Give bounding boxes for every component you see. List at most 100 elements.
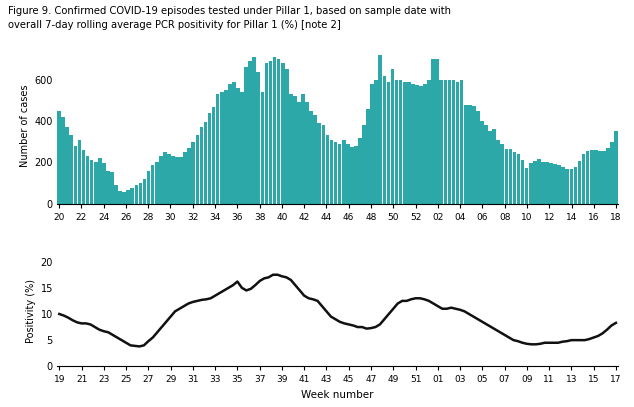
Bar <box>488 131 492 204</box>
Bar <box>566 169 569 204</box>
Bar <box>134 185 138 204</box>
Bar <box>94 162 98 204</box>
Bar <box>521 160 524 204</box>
Y-axis label: Number of cases: Number of cases <box>20 85 30 167</box>
Bar <box>146 171 150 204</box>
Bar <box>366 109 370 204</box>
Bar <box>411 84 415 204</box>
Bar <box>451 80 455 204</box>
Bar <box>472 105 476 204</box>
Bar <box>285 70 288 204</box>
Bar <box>313 115 317 204</box>
Bar <box>139 183 142 204</box>
Bar <box>500 144 504 204</box>
Bar <box>557 165 561 204</box>
Bar <box>289 94 293 204</box>
Bar <box>480 121 484 204</box>
Bar <box>200 127 204 204</box>
Bar <box>545 162 549 204</box>
Bar <box>183 152 187 204</box>
Bar <box>468 105 472 204</box>
Bar <box>326 136 329 204</box>
Bar <box>232 82 236 204</box>
Bar <box>110 171 113 204</box>
Bar <box>208 113 211 204</box>
Bar <box>82 150 86 204</box>
Bar <box>102 163 106 204</box>
Bar <box>167 154 171 204</box>
Bar <box>273 57 276 204</box>
Bar <box>338 144 342 204</box>
Bar <box>578 161 581 204</box>
Bar <box>582 154 585 204</box>
Bar <box>143 179 146 204</box>
Bar <box>306 103 309 204</box>
Bar <box>541 162 545 204</box>
Bar <box>574 167 578 204</box>
Bar <box>448 80 451 204</box>
Bar <box>553 164 557 204</box>
Bar <box>419 86 423 204</box>
Bar <box>264 63 268 204</box>
Bar <box>350 147 354 204</box>
Bar <box>204 122 207 204</box>
Bar <box>131 188 134 204</box>
Bar <box>236 88 240 204</box>
Text: Figure 9. Confirmed COVID-19 episodes tested under Pillar 1, based on sample dat: Figure 9. Confirmed COVID-19 episodes te… <box>8 6 451 30</box>
Bar <box>90 160 93 204</box>
Bar <box>403 82 406 204</box>
Bar <box>122 192 126 204</box>
Bar <box>293 96 297 204</box>
Bar <box>610 142 614 204</box>
Bar <box>191 142 195 204</box>
Bar <box>342 140 346 204</box>
Bar <box>415 85 418 204</box>
Bar <box>269 61 273 204</box>
Bar <box>212 107 216 204</box>
Bar <box>301 94 305 204</box>
Bar <box>309 111 313 204</box>
Bar <box>370 84 374 204</box>
Bar <box>257 72 260 204</box>
Bar <box>362 125 366 204</box>
Bar <box>119 191 122 204</box>
Bar <box>378 55 382 204</box>
Bar <box>382 76 386 204</box>
Bar <box>86 156 89 204</box>
Bar <box>517 154 521 204</box>
Bar <box>375 80 378 204</box>
Bar <box>439 80 443 204</box>
Bar <box>330 140 333 204</box>
Bar <box>399 80 403 204</box>
Bar <box>244 68 248 204</box>
Bar <box>598 151 602 204</box>
Bar <box>65 127 69 204</box>
Bar <box>224 90 228 204</box>
Bar <box>508 149 512 204</box>
Bar <box>476 111 480 204</box>
Bar <box>358 138 362 204</box>
Bar <box>444 80 447 204</box>
Bar <box>126 190 130 204</box>
Bar <box>436 59 439 203</box>
Bar <box>395 80 398 204</box>
Bar <box>562 167 565 204</box>
Bar <box>175 157 179 204</box>
Bar <box>57 111 61 204</box>
X-axis label: Week number: Week number <box>301 390 374 400</box>
Bar <box>460 80 463 204</box>
Bar <box>114 185 118 204</box>
Y-axis label: Positivity (%): Positivity (%) <box>27 279 36 344</box>
Bar <box>346 144 349 204</box>
Bar <box>525 168 529 204</box>
Bar <box>321 125 325 204</box>
Bar <box>586 151 590 204</box>
Bar <box>456 82 460 204</box>
Bar <box>513 152 516 204</box>
Bar <box>61 117 65 204</box>
Bar <box>216 94 219 204</box>
Bar <box>529 163 533 204</box>
Bar <box>155 162 158 204</box>
Bar <box>493 129 496 204</box>
Bar <box>606 148 610 204</box>
